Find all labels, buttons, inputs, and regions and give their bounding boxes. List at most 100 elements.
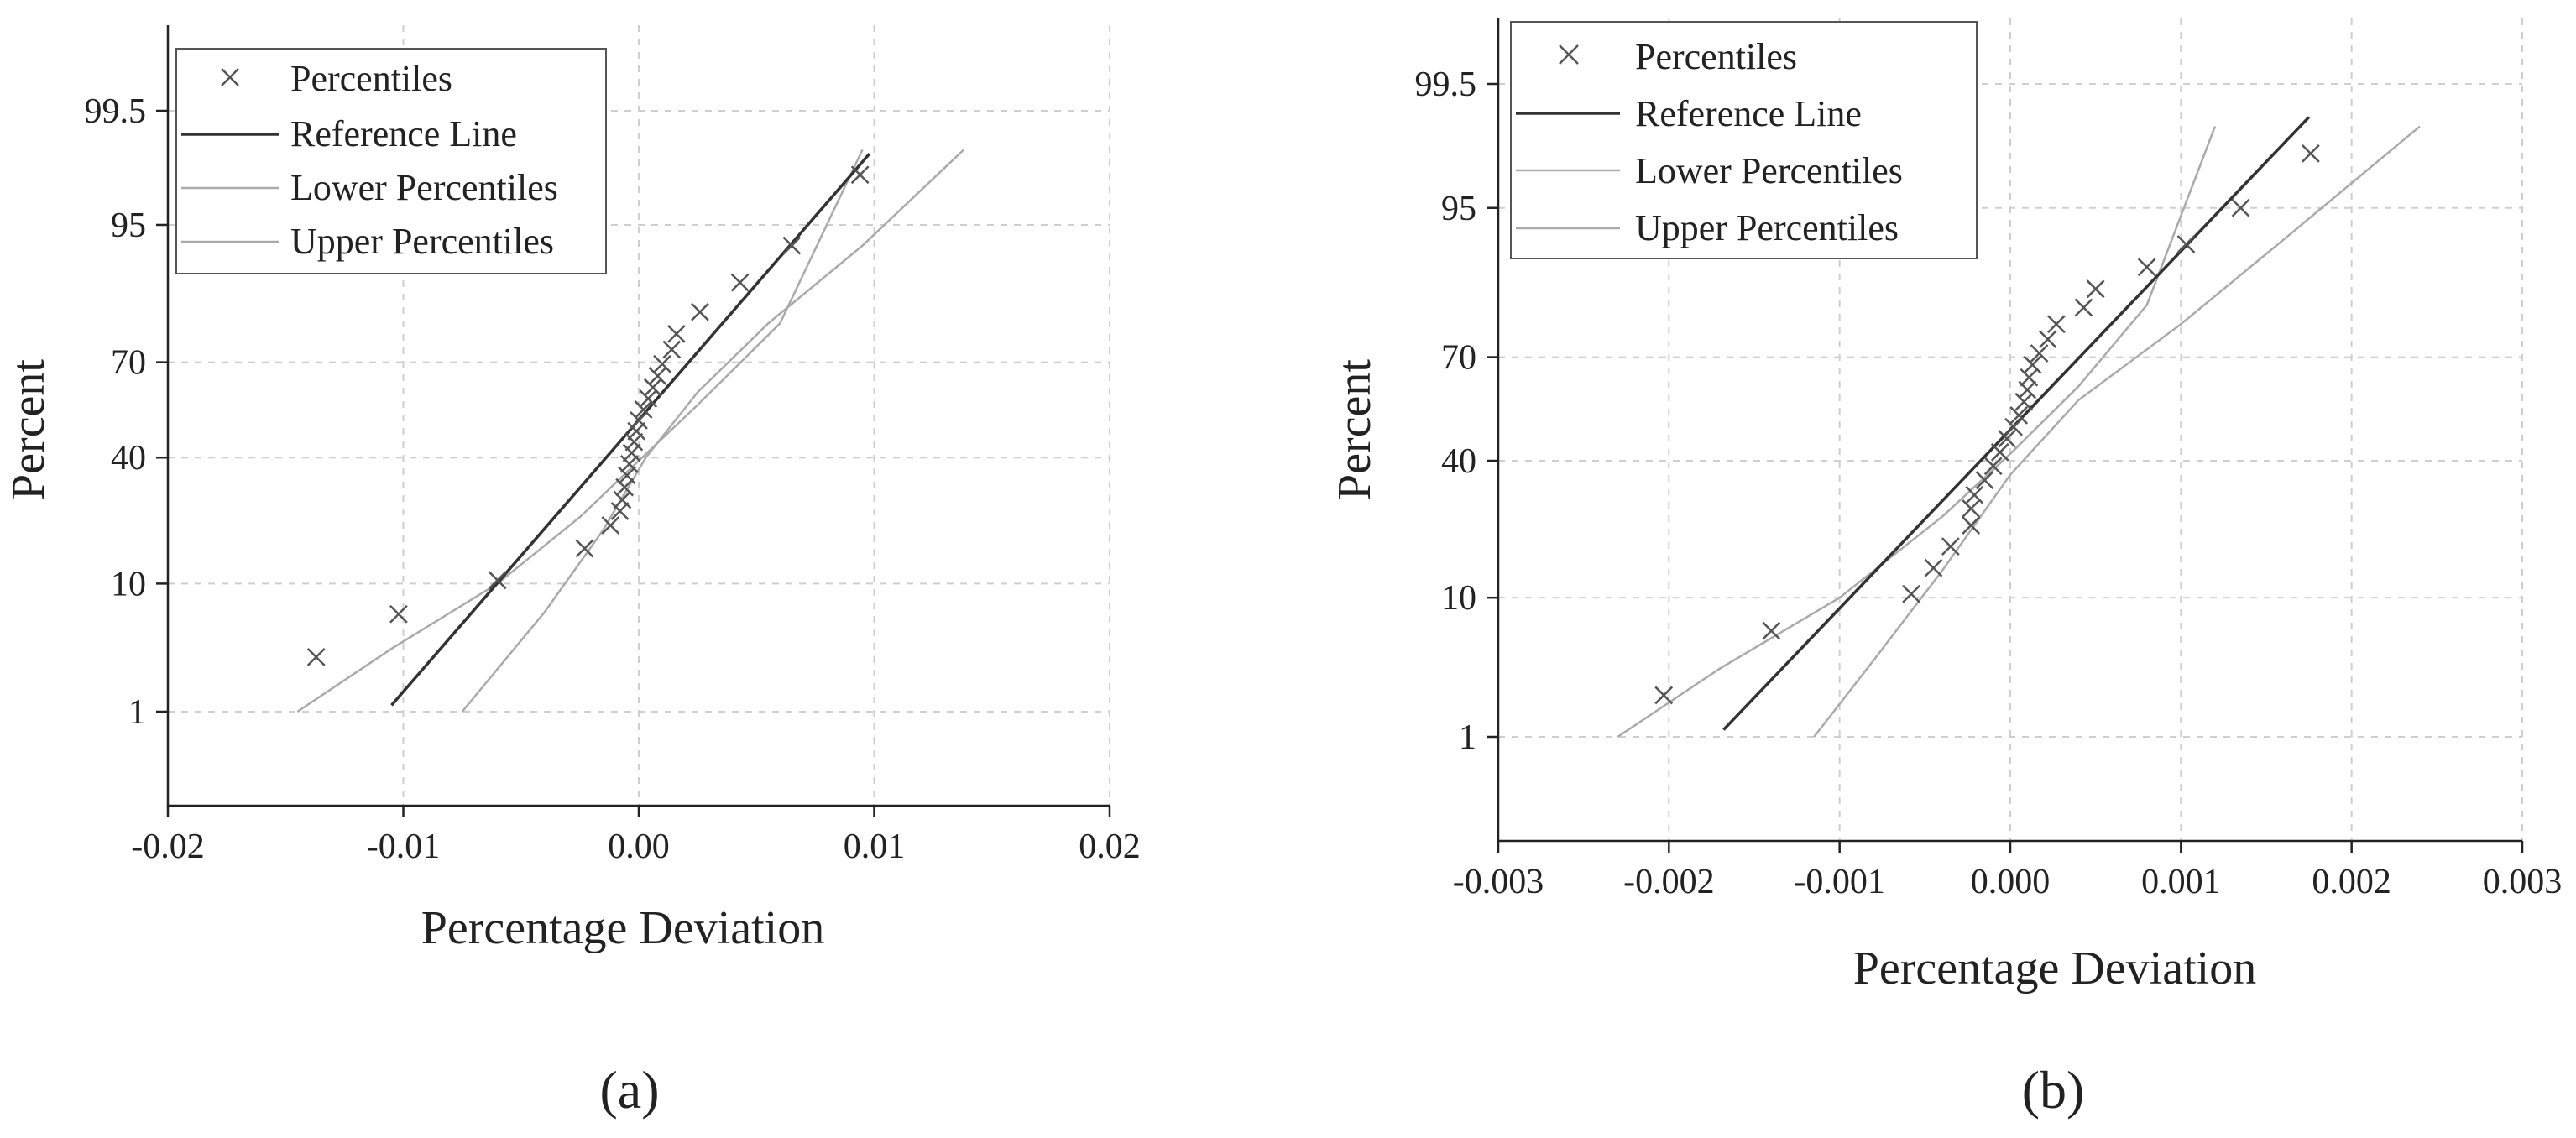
legend-box-b [1510,21,1978,259]
percentile-point [622,443,641,462]
percentile-point [1975,471,1994,489]
lower-percentile-line [296,149,864,713]
y-tick-label: 95 [111,206,146,245]
percentile-point [2137,258,2156,277]
legend-label-percentiles-b: Percentiles [1635,36,1797,77]
chart-a: -0.02 -0.01 0.00 0.01 0.02 1 10 40 70 95 99.5 Perc… [3,25,1141,1120]
legend-box-a [175,48,607,274]
legend-label-reference-b: Reference Line [1635,93,1862,134]
reference-line-a [390,152,871,707]
x-tick-label: -0.02 [131,827,205,866]
x-tick-label: -0.001 [1794,863,1885,901]
upper-percentile-line [461,149,964,713]
percentile-point [648,367,667,385]
y-tick-label: 40 [111,439,146,478]
y-tick-label: 10 [111,565,146,603]
percentile-point [2023,355,2042,374]
x-tick-label: 0.01 [844,827,906,866]
percentile-point [2020,368,2039,387]
reference-line [390,152,871,707]
percentile-point [389,604,408,624]
legend-a: Percentiles Reference Line Lower Percent… [175,48,607,274]
y-tick-label: 99.5 [85,92,147,131]
percentile-point [624,432,644,452]
percentile-points-b [1654,144,2320,705]
legend-label-upper-b: Upper Percentiles [1635,207,1899,248]
percentile-point [666,325,686,343]
y-axis-title-b: Percent [1329,359,1381,500]
percentile-point [2231,198,2250,217]
y-tick-label: 70 [111,344,146,383]
percentile-point [643,378,662,397]
percentile-point [639,389,658,408]
percentile-point [2004,417,2023,436]
y-tick-label: 70 [1441,339,1476,378]
y-tick-label: 99.5 [1415,65,1477,104]
caption-b: (b) [2022,1060,2085,1120]
y-tick-label: 1 [1459,718,1476,757]
percentile-point [618,466,636,485]
percentile-point [610,502,630,520]
percentile-point [1762,621,1781,640]
percentile-point [601,516,620,535]
x-tick-label: 0.003 [2483,863,2563,901]
legend-label-percentiles-a: Percentiles [290,58,452,99]
axes-a [156,25,1111,817]
legend-label-upper-a: Upper Percentiles [290,221,554,262]
tick-labels-a: -0.02 -0.01 0.00 0.01 0.02 1 10 40 70 95 99.5 [85,92,1141,866]
legend-label-lower-b: Lower Percentiles [1635,150,1903,191]
percentile-point [1998,429,2016,448]
legend-marker-percentiles-b [1559,44,1579,65]
percentile-point [2176,235,2196,253]
percentile-point [1983,457,2003,476]
lower-percentile-line [1617,126,2217,739]
percentile-point [1962,499,1981,518]
percentile-point [1941,537,1960,556]
percentile-point [575,539,594,558]
chart-b: -0.003 -0.002 -0.001 0.000 0.001 0.002 0.003 1 1… [1329,18,2562,1120]
percentile-point [1924,558,1943,577]
x-tick-label: 0.02 [1079,827,1141,866]
x-tick-label: 0.002 [2312,863,2391,901]
x-axis-title-a: Percentage Deviation [421,902,824,954]
y-tick-label: 40 [1441,442,1476,481]
percentile-point [662,340,682,359]
percentile-bands-a [296,149,964,713]
x-axis-title-b: Percentage Deviation [1853,942,2256,994]
percentile-point [2086,279,2105,299]
axes-b [1487,18,2524,853]
percentile-point [2009,405,2029,425]
x-tick-label: 0.00 [608,827,670,866]
percentile-point [2014,392,2034,411]
grid-a [168,25,1110,806]
x-tick-label: -0.002 [1623,863,1715,901]
percentile-point [627,421,646,441]
percentile-point [1654,686,1674,705]
percentile-point [1965,485,1984,504]
percentile-point [2301,144,2320,163]
x-tick-label: -0.003 [1453,863,1544,901]
caption-a: (a) [599,1060,659,1120]
percentile-point [613,490,632,509]
percentile-point [488,571,507,590]
percentile-point [619,454,639,473]
percentile-points-a [306,165,870,666]
percentile-point [2074,298,2093,317]
percentile-point [615,478,635,497]
percentile-point [2047,315,2066,334]
legend-label-reference-a: Reference Line [290,113,517,154]
percentile-point [630,411,648,430]
percentile-point [634,400,653,419]
percentile-point [653,354,671,373]
upper-percentile-line [1813,125,2421,738]
percentile-point [1962,516,1981,535]
y-axis-title-a: Percent [3,359,55,500]
y-tick-label: 10 [1441,579,1476,618]
legend-b: Percentiles Reference Line Lower Percent… [1510,21,1978,259]
percentile-point [2038,330,2057,349]
percentile-point [782,236,802,255]
tick-labels-b: -0.003 -0.002 -0.001 0.000 0.001 0.002 0.003 1 1… [1415,65,2563,901]
y-tick-label: 1 [128,693,146,732]
x-tick-label: 0.001 [2141,863,2221,901]
